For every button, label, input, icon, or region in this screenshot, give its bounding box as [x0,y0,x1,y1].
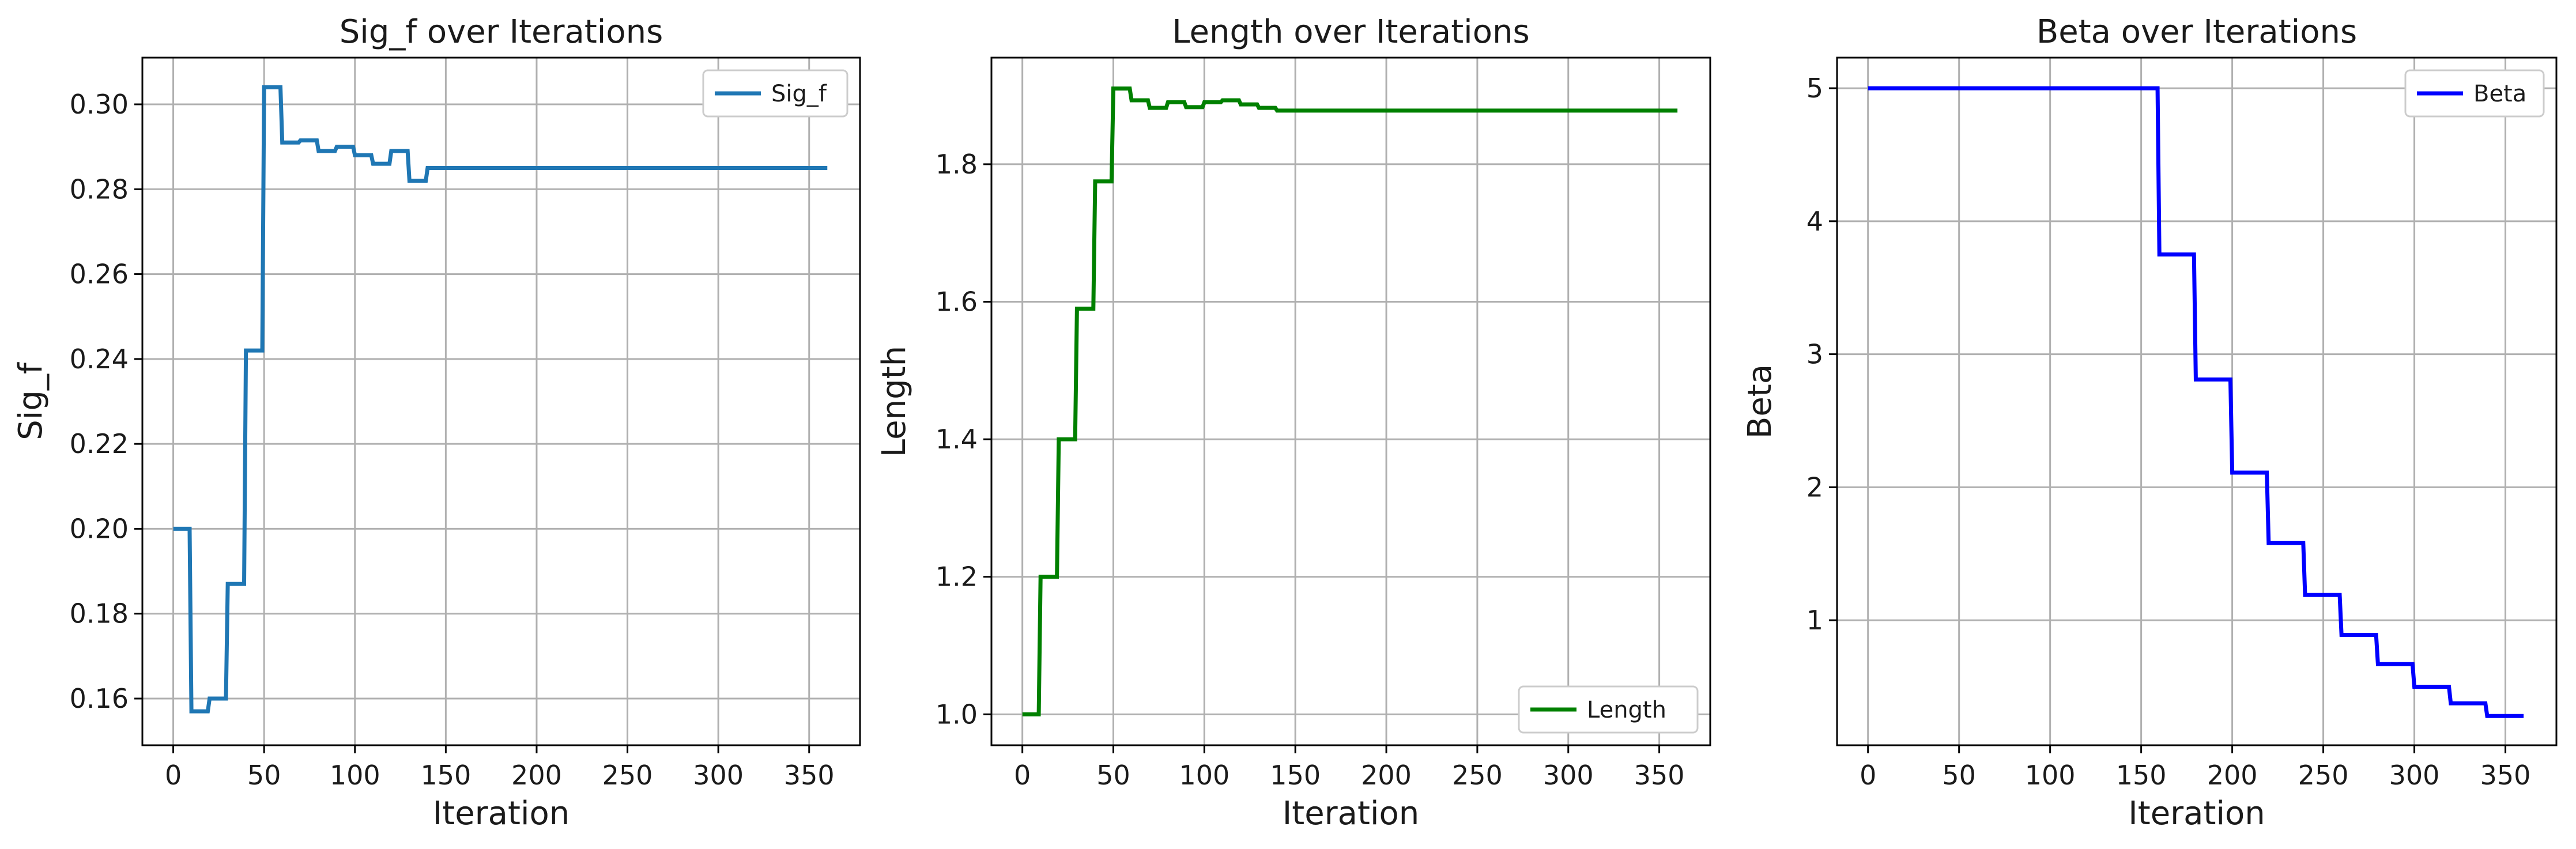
x-tick-label: 200 [2207,760,2258,791]
x-tick-label: 50 [247,760,281,791]
y-tick-label: 1.4 [936,424,978,455]
x-tick-label: 250 [2298,760,2349,791]
x-tick-label: 300 [2389,760,2440,791]
chart-length: 0 50 100 150 200 250 300 350 1.0 1.2 1.4 1.6 1.8 Leng… [876,13,1711,832]
x-tick-label: 300 [1543,760,1594,791]
y-tick-label: 0.26 [70,259,129,290]
y-tick-label: 0.20 [70,513,129,544]
chart-title: Beta over Iterations [2036,13,2357,51]
y-tick-label: 0.18 [70,598,129,629]
chart-beta: 0 50 100 150 200 250 300 350 1 2 3 4 5 Beta over Iter… [1741,13,2558,832]
x-tick-label: 150 [1270,760,1321,791]
chart-title: Sig_f over Iterations [340,13,663,51]
legend-label: Beta [2473,81,2526,107]
y-tick-label: 4 [1806,206,1823,237]
y-tick-label: 1.2 [936,561,978,593]
y-tick-label: 1.6 [936,286,978,318]
x-tick-label: 0 [165,760,182,791]
x-tick-label: 100 [2025,760,2076,791]
y-tick-label: 0.22 [70,428,129,459]
y-axis-label: Length [876,346,913,457]
x-tick-label: 100 [330,760,380,791]
y-tick-label: 0.30 [70,89,129,120]
plot-frame [141,56,861,746]
y-tick-label: 5 [1806,73,1823,104]
x-tick-label: 250 [1452,760,1503,791]
y-tick-label: 0.16 [70,683,129,714]
x-tick-label: 350 [2480,760,2531,791]
series-line-sig-f [173,85,828,714]
legend-box [2404,69,2545,118]
series-line-length [1022,86,1678,716]
y-tick-label: 1.8 [936,149,978,180]
legend-label: Sig_f [771,81,827,107]
x-axis-label: Iteration [1283,795,1420,832]
x-tick-label: 250 [602,760,653,791]
x-tick-label: 350 [1634,760,1685,791]
y-tick-label: 0.24 [70,344,129,375]
legend-box [702,69,848,118]
x-tick-label: 50 [1096,760,1130,791]
y-axis-label: Sig_f [12,362,50,440]
legend-label: Length [1587,697,1666,723]
plot-frame [1836,56,2558,746]
x-tick-label: 100 [1179,760,1229,791]
y-tick-label: 3 [1806,339,1823,370]
x-tick-label: 200 [511,760,562,791]
x-tick-label: 150 [420,760,471,791]
x-tick-label: 300 [693,760,744,791]
legend: Length [1518,685,1699,734]
y-axis-label: Beta [1741,364,1779,439]
x-tick-label: 0 [1860,760,1876,791]
chart-sig-f: 0 50 100 150 200 250 300 350 0.16 0.18 0.20 0.22 0.2… [12,13,861,832]
legend: Beta [2404,69,2545,118]
x-tick-label: 50 [1942,760,1976,791]
chart-title: Length over Iterations [1172,13,1529,51]
x-tick-label: 150 [2116,760,2167,791]
plot-frame [990,56,1711,746]
x-tick-label: 200 [1361,760,1412,791]
y-tick-label: 2 [1806,471,1823,503]
x-axis-label: Iteration [2128,795,2265,832]
series-line-beta [1868,86,2524,718]
y-tick-label: 1 [1806,605,1823,636]
legend-box [1518,685,1699,734]
y-tick-label: 0.28 [70,173,129,205]
x-axis-label: Iteration [433,795,570,832]
legend: Sig_f [702,69,848,118]
y-tick-label: 1.0 [936,699,978,730]
x-tick-label: 0 [1014,760,1031,791]
x-tick-label: 350 [784,760,835,791]
